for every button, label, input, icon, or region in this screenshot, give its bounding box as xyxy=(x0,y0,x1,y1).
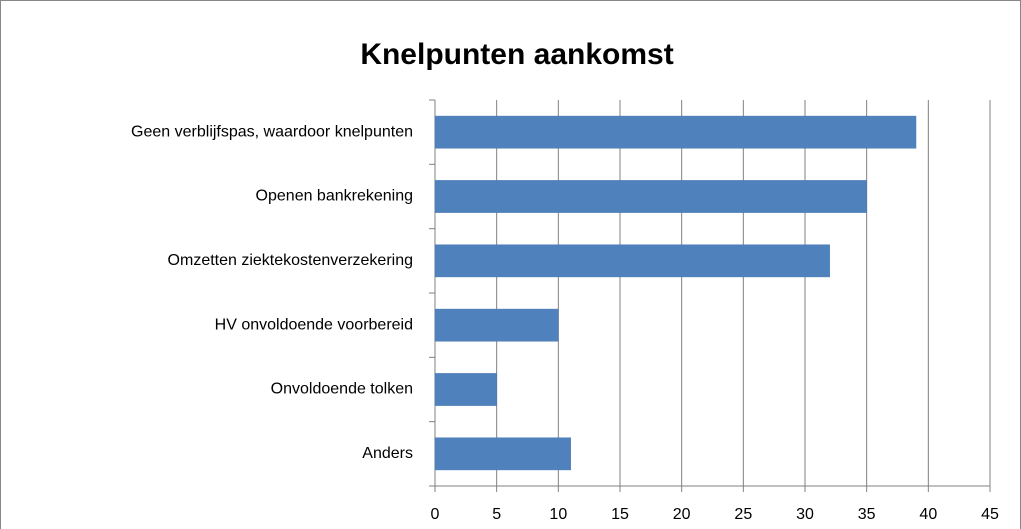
bar xyxy=(434,180,867,213)
y-tick-label: Geen verblijfspas, waardoor knelpunten xyxy=(131,123,413,140)
x-tick-label: 0 xyxy=(431,506,440,523)
x-tick-label: 10 xyxy=(549,506,567,523)
x-tick-label: 30 xyxy=(796,506,814,523)
x-tick-label: 5 xyxy=(492,506,501,523)
x-tick-label: 25 xyxy=(734,506,752,523)
bar xyxy=(434,244,830,278)
y-tick-label: HV onvoldoende voorbereid xyxy=(215,316,413,333)
x-tick-label: 20 xyxy=(673,506,691,523)
y-tick-label: Openen bankrekening xyxy=(256,188,413,205)
x-tick-label: 45 xyxy=(981,506,999,523)
bar xyxy=(434,373,497,406)
y-tick-label: Omzetten ziektekostenverzekering xyxy=(168,252,413,269)
chart-title: Knelpunten aankomst xyxy=(360,38,673,71)
bar xyxy=(434,437,571,471)
x-tick-label: 35 xyxy=(858,506,876,523)
bar xyxy=(434,308,559,342)
y-tick-label: Onvoldoende tolken xyxy=(271,381,413,398)
x-tick-label: 15 xyxy=(611,506,629,523)
bar xyxy=(434,115,917,149)
y-tick-label: Anders xyxy=(362,445,413,462)
x-tick-label: 40 xyxy=(919,506,937,523)
